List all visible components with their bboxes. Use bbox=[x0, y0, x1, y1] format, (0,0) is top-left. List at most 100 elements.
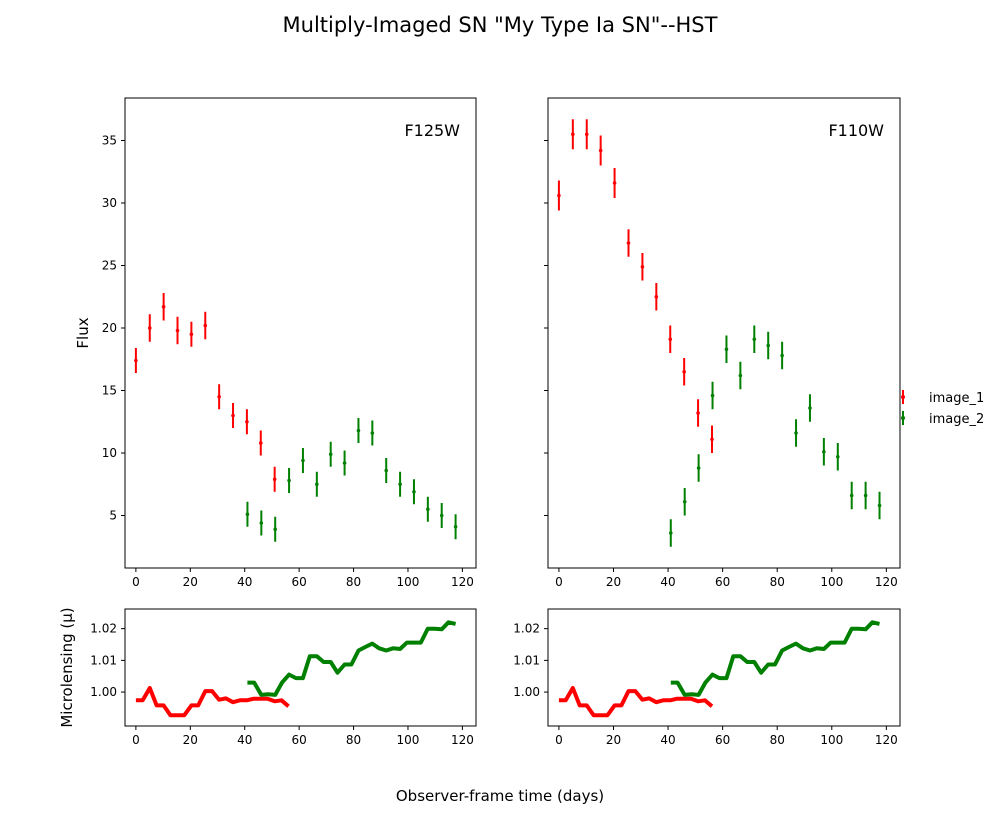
data-point bbox=[356, 428, 361, 433]
y-tick-label: 5 bbox=[109, 509, 117, 523]
x-tick-label: 120 bbox=[451, 733, 474, 747]
data-point bbox=[217, 394, 221, 399]
x-axis-label: Observer-frame time (days) bbox=[396, 787, 604, 805]
x-tick-label: 20 bbox=[606, 733, 621, 747]
data-point bbox=[342, 461, 347, 465]
y-tick-label: 1.02 bbox=[90, 622, 117, 636]
data-point bbox=[780, 353, 784, 358]
data-point bbox=[696, 466, 701, 470]
data-point bbox=[696, 411, 700, 415]
data-point bbox=[794, 431, 798, 435]
x-tick-label: 120 bbox=[875, 733, 898, 747]
data-point bbox=[710, 437, 714, 442]
x-tick-label: 60 bbox=[291, 575, 306, 589]
y-axis-label: Flux bbox=[74, 317, 92, 348]
legend-marker bbox=[901, 395, 905, 399]
legend-marker bbox=[901, 416, 905, 420]
data-point bbox=[453, 524, 458, 529]
data-point bbox=[231, 413, 235, 418]
data-point bbox=[584, 132, 589, 137]
x-tick-label: 0 bbox=[132, 575, 140, 589]
axes-frame bbox=[547, 608, 901, 727]
data-point bbox=[863, 493, 868, 498]
y-axis-label: Microlensing (μ) bbox=[58, 607, 76, 727]
x-tick-label: 100 bbox=[397, 575, 420, 589]
y-tick-label: 25 bbox=[102, 259, 117, 273]
data-point bbox=[134, 358, 138, 363]
data-point bbox=[766, 343, 771, 348]
x-tick-label: 40 bbox=[660, 575, 675, 589]
data-point bbox=[203, 323, 208, 328]
y-tick-label: 10 bbox=[102, 446, 117, 460]
panels: 0 20 40 60 80 100 120 5 10 15 20 25 30 35 Flux F125W 0 20… bbox=[58, 97, 901, 747]
series-image_2 bbox=[670, 620, 880, 697]
x-tick-label: 80 bbox=[346, 575, 361, 589]
data-point bbox=[654, 294, 659, 299]
series-line bbox=[670, 620, 880, 697]
data-point bbox=[273, 527, 277, 532]
series-image_1 bbox=[557, 119, 714, 453]
data-point bbox=[245, 512, 250, 517]
legend: image_1 image_2 bbox=[901, 390, 984, 427]
y-tick-label: 1.00 bbox=[90, 685, 117, 699]
panel-flux-f110w: 0 20 40 60 80 100 120 F110W bbox=[544, 97, 901, 589]
data-point bbox=[315, 482, 319, 487]
data-point bbox=[258, 441, 263, 445]
x-tick-label: 20 bbox=[183, 733, 198, 747]
x-tick-label: 60 bbox=[291, 733, 306, 747]
data-point bbox=[370, 431, 375, 435]
data-point bbox=[612, 181, 617, 185]
data-point bbox=[808, 406, 812, 410]
data-point bbox=[835, 454, 840, 459]
y-tick-label: 1.01 bbox=[513, 653, 540, 667]
data-point bbox=[822, 449, 826, 454]
data-point bbox=[598, 148, 603, 153]
data-point bbox=[640, 264, 645, 269]
data-point bbox=[439, 513, 444, 518]
data-point bbox=[189, 332, 194, 337]
data-point bbox=[426, 507, 430, 512]
legend-label: image_2 bbox=[929, 412, 984, 427]
x-tick-label: 40 bbox=[660, 733, 675, 747]
x-tick-label: 0 bbox=[555, 575, 563, 589]
series-image_1 bbox=[135, 686, 290, 718]
axes-frame bbox=[547, 97, 901, 569]
axes-frame bbox=[124, 97, 477, 569]
x-tick-label: 20 bbox=[606, 575, 621, 589]
legend-label: image_1 bbox=[929, 391, 984, 406]
data-point bbox=[557, 193, 561, 198]
data-point bbox=[272, 477, 277, 482]
x-tick-label: 120 bbox=[451, 575, 474, 589]
x-tick-label: 0 bbox=[132, 733, 140, 747]
data-point bbox=[682, 369, 686, 374]
data-point bbox=[259, 521, 264, 525]
series-image_1 bbox=[558, 686, 714, 718]
x-tick-label: 20 bbox=[183, 575, 198, 589]
panel-flux-f125w: 0 20 40 60 80 100 120 5 10 15 20 25 30 35 Flux F125W bbox=[74, 97, 477, 589]
data-point bbox=[849, 493, 854, 498]
data-point bbox=[724, 347, 729, 352]
panel-microlensing-f125w: 0 20 40 60 80 100 120 1.00 1.01 1.02 Microlensing … bbox=[58, 607, 477, 747]
panel-microlensing-f110w: 0 20 40 60 80 100 120 1.00 1.01 1.02 bbox=[513, 608, 901, 747]
data-point bbox=[161, 304, 166, 309]
data-point bbox=[752, 337, 757, 342]
series-image_2 bbox=[247, 620, 457, 697]
data-point bbox=[668, 337, 673, 342]
y-tick-label: 20 bbox=[102, 321, 117, 335]
series-line bbox=[135, 686, 290, 718]
data-point bbox=[710, 393, 715, 398]
x-tick-label: 100 bbox=[820, 733, 843, 747]
data-point bbox=[877, 503, 882, 508]
y-tick-label: 1.01 bbox=[90, 653, 117, 667]
series-line bbox=[247, 620, 457, 697]
x-tick-label: 60 bbox=[715, 575, 730, 589]
y-tick-label: 30 bbox=[102, 196, 117, 210]
data-point bbox=[147, 326, 152, 330]
x-tick-label: 80 bbox=[770, 733, 785, 747]
axes-frame bbox=[124, 608, 477, 727]
data-point bbox=[412, 489, 416, 494]
x-tick-label: 0 bbox=[555, 733, 563, 747]
legend-item-image_1: image_1 bbox=[901, 390, 984, 406]
legend-item-image_2: image_2 bbox=[901, 411, 984, 427]
